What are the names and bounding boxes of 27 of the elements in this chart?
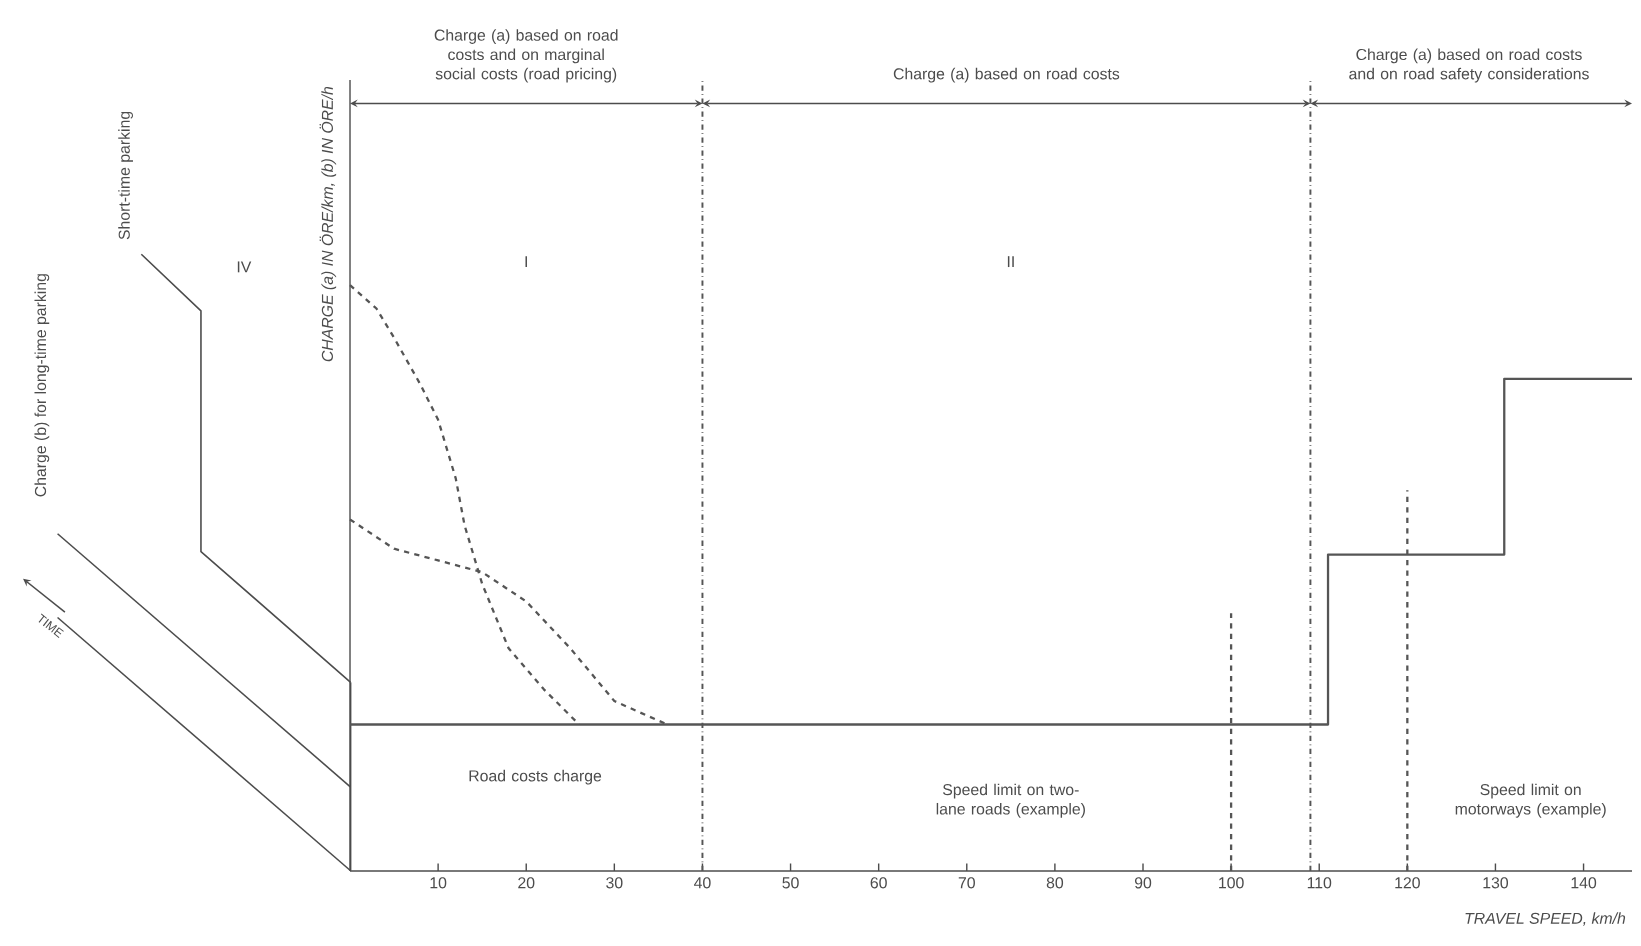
x-tick-label: 60 [870, 877, 887, 889]
x-tick-label: 110 [1307, 877, 1332, 889]
y-axis-title: CHARGE (a) IN ÖRE/km, (b) IN ÖRE/h [319, 86, 337, 362]
x-tick-label: 30 [606, 877, 623, 889]
text: Charge (a) based on road costs and on marginal social costs (road pricing) [434, 29, 618, 83]
x-tick-label: 40 [694, 877, 711, 889]
x-tick-label: 70 [958, 877, 975, 889]
x-tick-label: 120 [1395, 877, 1420, 889]
text: I [525, 256, 527, 268]
x-tick-label: 130 [1483, 877, 1509, 889]
x-tick-label: 140 [1571, 877, 1597, 889]
x-tick-label: 10 [430, 877, 447, 889]
x-axis-title: TRAVEL SPEED, km/h [1465, 912, 1626, 926]
text: Charge (a) based on road costs and on road safety considerations [1349, 48, 1589, 83]
x-tick-label: 90 [1134, 877, 1152, 889]
text: Short-time parking [118, 111, 133, 240]
x-tick-label: 100 [1219, 877, 1244, 889]
x-tick-label: 20 [518, 877, 535, 889]
x-tick-label: 80 [1046, 877, 1064, 889]
annotation: Road costs charge [469, 769, 602, 785]
text: II [1007, 256, 1014, 268]
annotation: Speed limit on motorways (example) [1455, 783, 1606, 818]
text: IV [237, 261, 252, 273]
text: Charge (b) for long-time parking [34, 274, 50, 497]
text: Charge (a) based on road costs [893, 67, 1120, 83]
x-tick-label: 50 [782, 877, 799, 889]
annotation: Speed limit on two-lane roads (example) [936, 783, 1085, 818]
